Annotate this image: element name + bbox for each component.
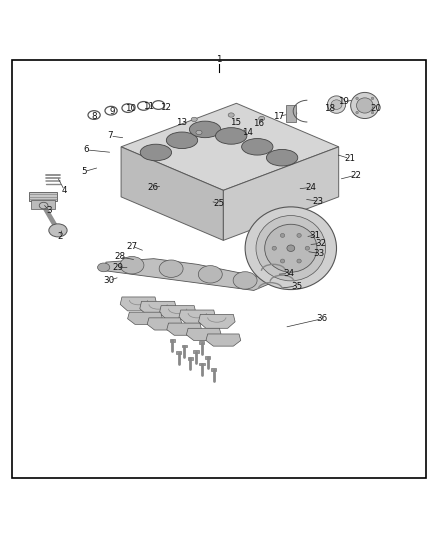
- Bar: [29, 192, 57, 201]
- Ellipse shape: [280, 233, 285, 237]
- Bar: [182, 345, 187, 348]
- Text: 7: 7: [107, 132, 113, 140]
- Polygon shape: [140, 301, 177, 315]
- Ellipse shape: [291, 111, 297, 116]
- Polygon shape: [121, 147, 223, 240]
- Ellipse shape: [242, 139, 273, 155]
- Text: 32: 32: [315, 239, 326, 248]
- Ellipse shape: [215, 128, 247, 144]
- Bar: [199, 362, 205, 365]
- Polygon shape: [179, 310, 215, 324]
- Text: 9: 9: [110, 108, 115, 117]
- Text: 15: 15: [230, 118, 241, 127]
- Polygon shape: [127, 312, 162, 325]
- Ellipse shape: [191, 117, 197, 122]
- Polygon shape: [121, 103, 339, 190]
- Bar: [199, 341, 204, 344]
- Text: 4: 4: [62, 186, 67, 195]
- Ellipse shape: [166, 132, 198, 149]
- Text: 34: 34: [283, 269, 294, 278]
- Text: 17: 17: [273, 112, 284, 121]
- Ellipse shape: [159, 260, 183, 277]
- Polygon shape: [198, 314, 235, 328]
- Ellipse shape: [39, 203, 48, 209]
- Ellipse shape: [196, 130, 202, 135]
- Text: 14: 14: [242, 128, 253, 137]
- Bar: [176, 351, 181, 354]
- Text: 5: 5: [81, 167, 87, 176]
- Ellipse shape: [266, 149, 298, 166]
- Bar: [170, 339, 175, 342]
- Polygon shape: [147, 318, 182, 330]
- Ellipse shape: [140, 144, 172, 161]
- Text: 20: 20: [370, 104, 381, 114]
- Ellipse shape: [49, 224, 67, 237]
- Text: 28: 28: [114, 253, 125, 261]
- Text: 13: 13: [177, 117, 187, 126]
- Text: 19: 19: [339, 98, 350, 107]
- Text: 33: 33: [314, 249, 325, 258]
- Text: 29: 29: [113, 263, 124, 272]
- Text: 27: 27: [127, 241, 138, 251]
- Ellipse shape: [258, 116, 265, 120]
- Ellipse shape: [351, 92, 379, 118]
- Text: 1: 1: [216, 55, 222, 64]
- Bar: [31, 200, 55, 209]
- Ellipse shape: [287, 245, 295, 252]
- Ellipse shape: [371, 97, 374, 100]
- Ellipse shape: [357, 98, 373, 113]
- Text: 11: 11: [142, 102, 154, 111]
- Text: 35: 35: [291, 281, 302, 290]
- Text: 16: 16: [253, 119, 264, 128]
- Bar: [211, 368, 216, 371]
- Ellipse shape: [327, 96, 346, 114]
- Ellipse shape: [228, 113, 234, 117]
- Text: 30: 30: [104, 276, 115, 285]
- Text: 24: 24: [306, 183, 317, 192]
- Text: 22: 22: [350, 171, 362, 180]
- Ellipse shape: [356, 97, 358, 100]
- Text: 2: 2: [57, 232, 63, 241]
- Text: 26: 26: [147, 183, 159, 192]
- Text: 31: 31: [309, 231, 320, 240]
- Ellipse shape: [245, 207, 336, 289]
- Polygon shape: [167, 323, 201, 335]
- Text: 36: 36: [317, 314, 328, 323]
- Ellipse shape: [265, 224, 317, 272]
- Ellipse shape: [98, 263, 110, 272]
- Ellipse shape: [371, 111, 374, 114]
- Text: 21: 21: [344, 154, 355, 163]
- Ellipse shape: [297, 259, 301, 263]
- Ellipse shape: [305, 246, 310, 250]
- Ellipse shape: [356, 111, 358, 114]
- Ellipse shape: [233, 272, 257, 289]
- Polygon shape: [106, 259, 271, 290]
- Text: 3: 3: [46, 206, 52, 215]
- Polygon shape: [206, 334, 241, 346]
- Polygon shape: [223, 147, 339, 240]
- Ellipse shape: [272, 246, 276, 250]
- Polygon shape: [120, 297, 157, 311]
- Ellipse shape: [280, 259, 285, 263]
- Ellipse shape: [297, 233, 301, 237]
- Ellipse shape: [256, 215, 325, 281]
- Polygon shape: [159, 305, 196, 320]
- Ellipse shape: [331, 100, 342, 109]
- Bar: [286, 105, 296, 122]
- Text: 10: 10: [125, 104, 136, 114]
- Text: 25: 25: [213, 199, 225, 208]
- Text: 12: 12: [160, 103, 171, 112]
- Text: 8: 8: [91, 112, 97, 121]
- Bar: [187, 357, 193, 360]
- Bar: [205, 356, 210, 359]
- Polygon shape: [186, 328, 221, 341]
- Ellipse shape: [120, 256, 144, 274]
- Ellipse shape: [189, 121, 221, 138]
- Bar: [193, 351, 198, 353]
- Ellipse shape: [198, 265, 222, 283]
- Text: 18: 18: [325, 104, 336, 114]
- Text: 23: 23: [313, 197, 324, 206]
- Text: 6: 6: [84, 146, 89, 155]
